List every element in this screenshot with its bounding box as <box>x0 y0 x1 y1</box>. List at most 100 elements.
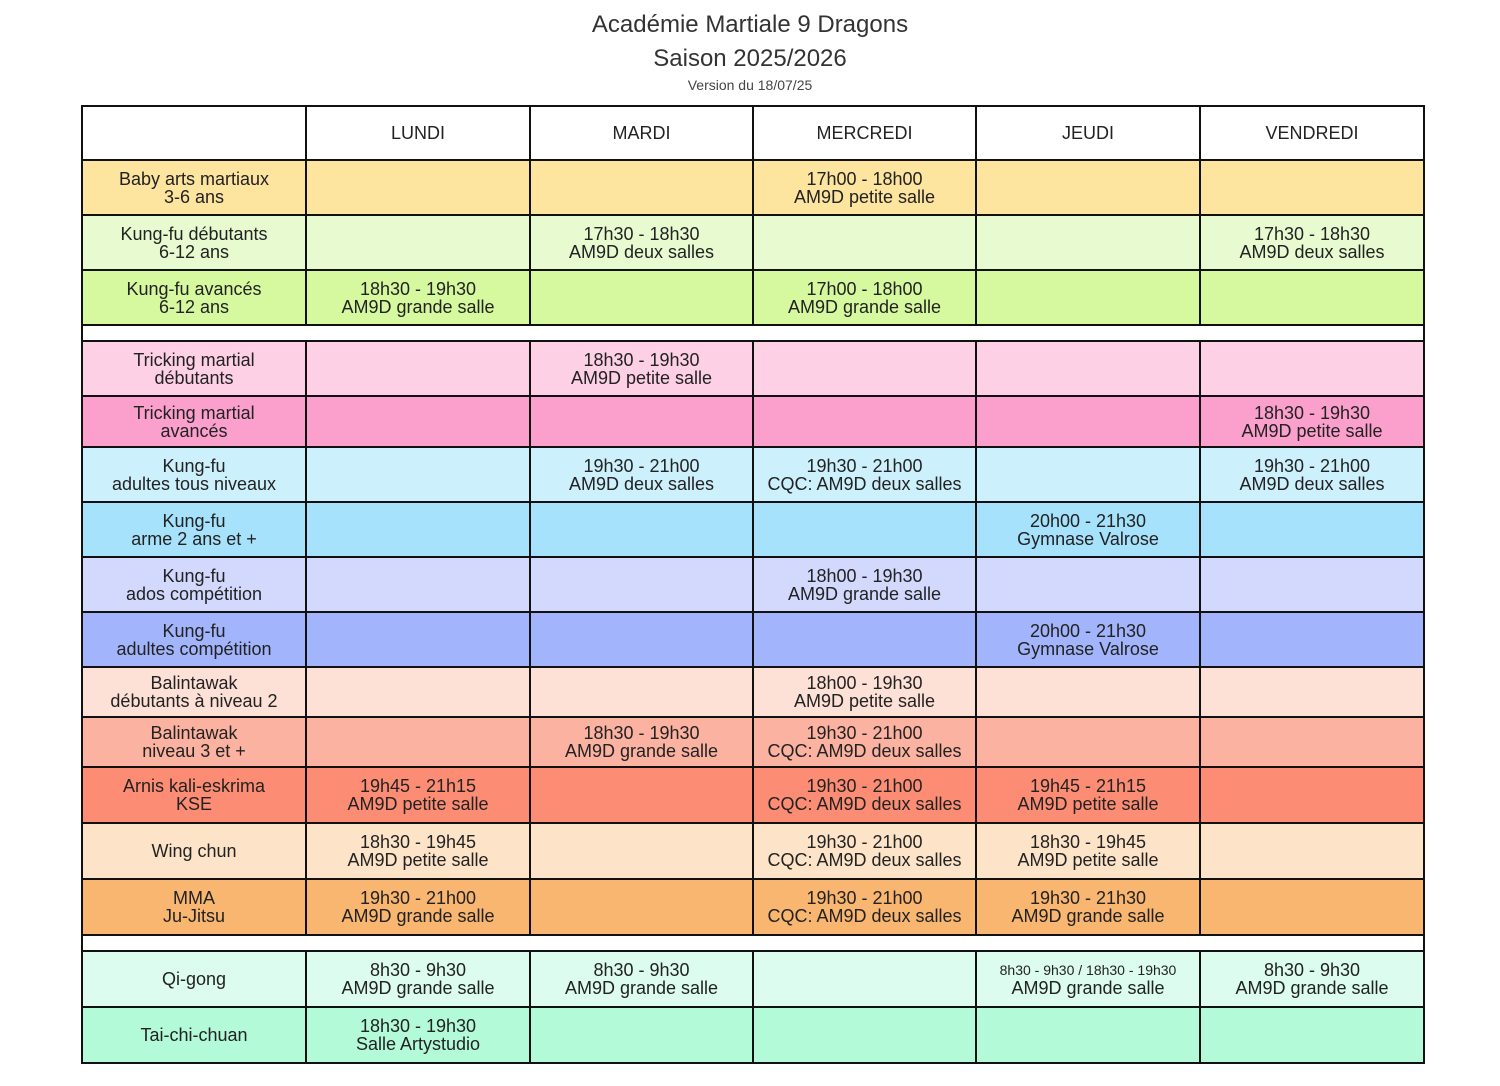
class-label-cell: Tricking martial avancés <box>81 395 307 448</box>
class-label-cell: Balintawak débutants à niveau 2 <box>81 666 307 718</box>
class-name: Kung-fu <box>162 565 226 586</box>
schedule-cell-jeudi <box>975 340 1201 397</box>
session-room: AM9D grande salle <box>564 978 719 998</box>
schedule-cell-mercredi <box>752 395 977 448</box>
separator-cell <box>81 324 1425 342</box>
class-row: MMA Ju-Jitsu 19h30 - 21h00 AM9D grande sall… <box>81 878 1425 936</box>
class-name: Baby arts martiaux <box>118 168 270 189</box>
schedule-cell-vendredi <box>1199 766 1425 824</box>
session-time: 18h00 - 19h30 <box>806 565 923 586</box>
class-name: Qi-gong <box>161 969 227 989</box>
schedule-cell-vendredi <box>1199 878 1425 936</box>
schedule-cell-mardi: 18h30 - 19h30 AM9D petite salle <box>529 340 754 397</box>
version-label: Version du 18/07/25 <box>687 77 813 93</box>
schedule-cell-mardi <box>529 766 754 824</box>
class-row: Arnis kali-eskrima KSE 19h45 - 21h15 AM9D p… <box>81 766 1425 824</box>
class-name: Balintawak <box>150 723 238 743</box>
class-detail: avancés <box>160 420 228 441</box>
session-room: AM9D petite salle <box>347 850 489 870</box>
class-label-cell: Kung-fu adultes compétition <box>81 611 307 668</box>
session-time: 19h30 - 21h00 <box>806 455 923 476</box>
header-row: LUNDI MARDI MERCREDI JEUDI VENDREDI <box>81 105 1425 161</box>
session-time: 19h30 - 21h30 <box>1029 888 1147 908</box>
session-time: 8h30 - 9h30 <box>1263 960 1361 980</box>
session-time: 19h30 - 21h00 <box>806 776 923 796</box>
schedule-cell-vendredi: 17h30 - 18h30 AM9D deux salles <box>1199 214 1425 271</box>
schedule-cell-mercredi <box>752 214 977 271</box>
schedule-cell-mardi <box>529 269 754 326</box>
schedule-cell-mercredi <box>752 1006 977 1064</box>
schedule-cell-mercredi: 19h30 - 21h00 CQC: AM9D deux salles <box>752 446 977 503</box>
session-room: AM9D grande salle <box>341 978 495 998</box>
session-time: 19h30 - 21h00 <box>359 888 477 908</box>
class-row: Kung-fu arme 2 ans et + 20h00 - 21h30 Gymna… <box>81 501 1425 558</box>
session-room: AM9D grande salle <box>564 741 719 761</box>
day-header: MARDI <box>529 105 754 161</box>
day-header: LUNDI <box>305 105 531 161</box>
class-row: Kung-fu ados compétition 18h00 - 19h30 AM9D… <box>81 556 1425 613</box>
day-header: JEUDI <box>975 105 1201 161</box>
class-name: Tricking martial <box>133 402 255 423</box>
schedule-cell-vendredi: 19h30 - 21h00 AM9D deux salles <box>1199 446 1425 503</box>
schedule-cell-jeudi: 20h00 - 21h30 Gymnase Valrose <box>975 611 1201 668</box>
session-room: CQC: AM9D deux salles <box>767 906 962 926</box>
schedule-cell-lundi <box>305 340 531 397</box>
class-label-cell: Kung-fu débutants 6-12 ans <box>81 214 307 271</box>
class-label-cell: MMA Ju-Jitsu <box>81 878 307 936</box>
session-room: Gymnase Valrose <box>1017 638 1159 659</box>
class-name: Kung-fu <box>162 510 226 531</box>
class-name: Kung-fu <box>162 620 226 641</box>
class-detail: débutants <box>154 367 234 388</box>
schedule-cell-mercredi: 19h30 - 21h00 CQC: AM9D deux salles <box>752 822 977 880</box>
class-name: Kung-fu <box>162 455 226 476</box>
class-row: Kung-fu adultes tous niveaux 19h30 - 21h00… <box>81 446 1425 503</box>
class-name: Wing chun <box>151 841 237 861</box>
session-room: AM9D grande salle <box>341 906 495 926</box>
group-separator <box>81 324 1425 342</box>
class-label-cell: Wing chun <box>81 822 307 880</box>
session-room: AM9D petite salle <box>1017 850 1159 870</box>
schedule-cell-jeudi <box>975 446 1201 503</box>
schedule-cell-lundi <box>305 611 531 668</box>
schedule-cell-mercredi: 18h00 - 19h30 AM9D grande salle <box>752 556 977 613</box>
schedule-cell-jeudi <box>975 159 1201 216</box>
schedule-cell-mercredi: 19h30 - 21h00 CQC: AM9D deux salles <box>752 716 977 768</box>
class-detail: arme 2 ans et + <box>131 528 257 549</box>
class-name: Tricking martial <box>133 349 255 370</box>
session-room: AM9D deux salles <box>1239 473 1385 494</box>
class-detail: adultes compétition <box>116 638 272 659</box>
class-detail: 6-12 ans <box>158 241 230 262</box>
schedule-cell-lundi: 8h30 - 9h30 AM9D grande salle <box>305 950 531 1008</box>
schedule-cell-jeudi <box>975 556 1201 613</box>
schedule-cell-vendredi <box>1199 611 1425 668</box>
schedule-cell-jeudi <box>975 666 1201 718</box>
page-header: Académie Martiale 9 Dragons Saison 2025/… <box>0 8 1500 94</box>
class-label-cell: Tai-chi-chuan <box>81 1006 307 1064</box>
session-room: AM9D petite salle <box>793 691 936 711</box>
schedule-table: LUNDI MARDI MERCREDI JEUDI VENDREDI Baby… <box>81 105 1425 1064</box>
session-room: AM9D grande salle <box>341 296 495 317</box>
session-room: Salle Artystudio <box>355 1034 481 1054</box>
schedule-cell-mardi: 17h30 - 18h30 AM9D deux salles <box>529 214 754 271</box>
session-time: 20h00 - 21h30 <box>1029 620 1147 641</box>
class-label-cell: Balintawak niveau 3 et + <box>81 716 307 768</box>
schedule-cell-mardi <box>529 878 754 936</box>
schedule-cell-jeudi <box>975 716 1201 768</box>
session-time: 8h30 - 9h30 <box>593 960 690 980</box>
schedule-cell-lundi: 18h30 - 19h30 AM9D grande salle <box>305 269 531 326</box>
session-time: 19h30 - 21h00 <box>806 723 923 743</box>
session-room: AM9D grande salle <box>1011 906 1165 926</box>
schedule-cell-mardi: 19h30 - 21h00 AM9D deux salles <box>529 446 754 503</box>
schedule-cell-lundi <box>305 556 531 613</box>
session-time: 8h30 - 9h30 / 18h30 - 19h30 <box>999 962 1177 978</box>
session-room: CQC: AM9D deux salles <box>767 794 962 814</box>
schedule-cell-mercredi: 18h00 - 19h30 AM9D petite salle <box>752 666 977 718</box>
schedule-cell-mercredi: 19h30 - 21h00 CQC: AM9D deux salles <box>752 766 977 824</box>
session-time: 19h30 - 21h00 <box>806 888 923 908</box>
class-label-cell: Tricking martial débutants <box>81 340 307 397</box>
schedule-cell-mercredi <box>752 611 977 668</box>
class-name: MMA <box>173 888 215 908</box>
class-label-cell: Kung-fu avancés 6-12 ans <box>81 269 307 326</box>
class-row: Wing chun 18h30 - 19h45 AM9D petite salle 1… <box>81 822 1425 880</box>
session-time: 18h30 - 19h30 <box>583 349 700 370</box>
